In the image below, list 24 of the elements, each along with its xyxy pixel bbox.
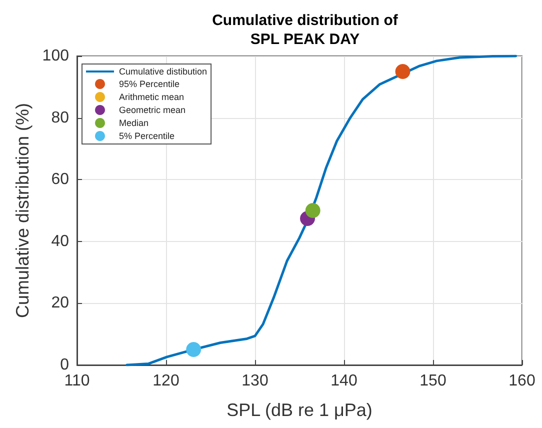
x-tick-label: 130 xyxy=(242,372,268,390)
x-tick-label: 160 xyxy=(508,372,536,390)
point xyxy=(186,342,202,358)
x-tick-label: 140 xyxy=(330,372,358,390)
legend-label: Geometric mean xyxy=(119,105,186,115)
point xyxy=(395,64,410,79)
y-tick-label: 20 xyxy=(51,294,70,312)
y-tick-label: 60 xyxy=(51,171,70,188)
chart-title: Cumulative distribution of SPL PEAK DAY xyxy=(212,12,399,48)
point xyxy=(305,203,320,218)
x-tick-label: 120 xyxy=(152,372,180,390)
x-axis-title: SPL (dB re 1 μPa) xyxy=(226,400,372,420)
legend-label: Arithmetic mean xyxy=(119,92,184,102)
y-tick-label: 40 xyxy=(51,232,70,250)
y-axis-title: Cumulative distribution (%) xyxy=(12,102,32,318)
legend-label: Median xyxy=(119,118,149,128)
y-tick-label: 80 xyxy=(51,109,70,126)
y-tick-label: 0 xyxy=(60,356,70,374)
legend-label: 95% Percentile xyxy=(119,79,180,89)
legend-label: 5% Percentile xyxy=(119,131,175,141)
x-tick-label: 110 xyxy=(64,372,90,390)
y-tick-label: 100 xyxy=(42,48,70,64)
x-tick-label: 150 xyxy=(420,372,446,390)
legend-label: Cumulative distibution xyxy=(119,66,208,76)
